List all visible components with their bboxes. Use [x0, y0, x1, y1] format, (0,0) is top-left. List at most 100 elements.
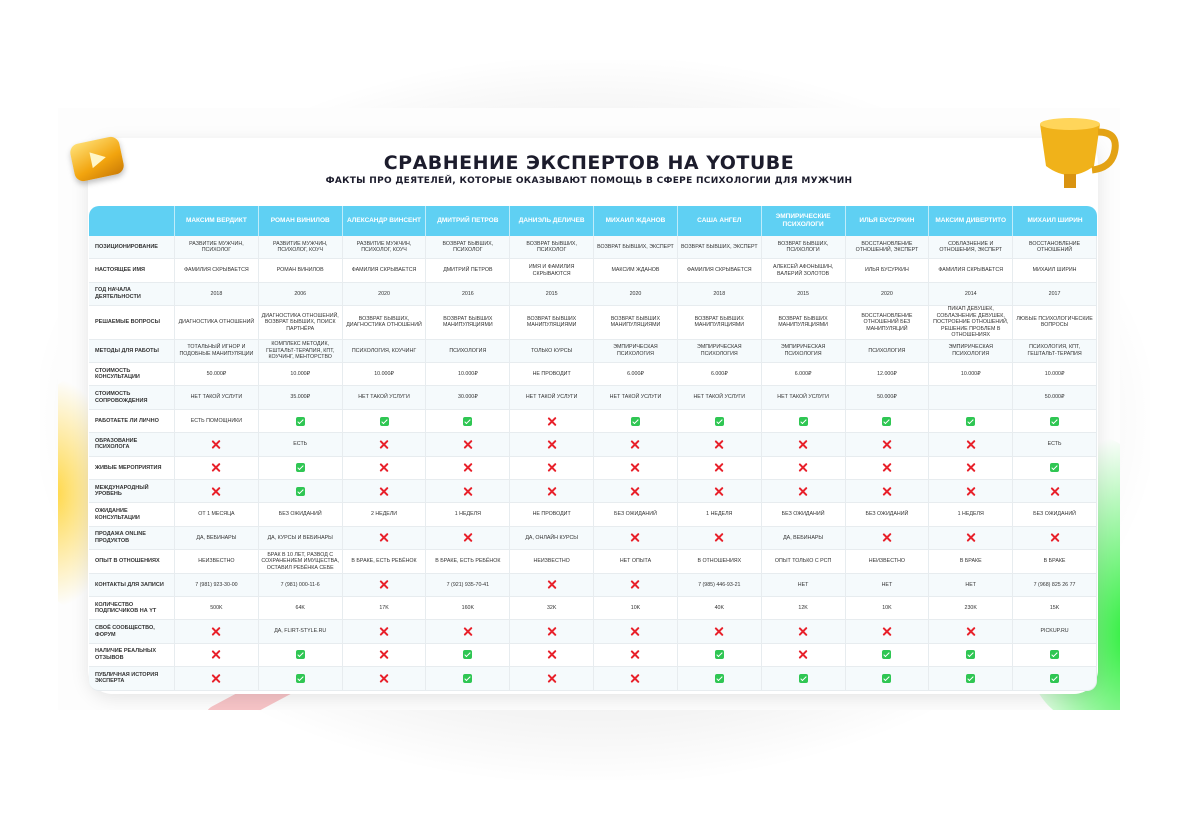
table-row: Продажа online продуктов Да, вебинары Да, … — [89, 526, 1097, 551]
table-cell: Пикап девушек, соблазнение девушек, пост… — [929, 306, 1014, 340]
cross-icon — [380, 674, 389, 683]
table-cell: 2 недели — [342, 503, 427, 527]
cross-cell — [510, 456, 595, 481]
check-cell — [1013, 643, 1097, 668]
table-cell: От 1 месяца — [175, 503, 259, 527]
expert-column-header: Даниэль Деличев — [510, 206, 595, 236]
cross-icon — [715, 627, 724, 636]
table-cell: Есть — [1013, 433, 1097, 457]
table-cell: Илья Бусуркин — [845, 259, 930, 283]
table-row: Контакты для записи 7 (981) 923-30-00 7 (9… — [89, 573, 1097, 597]
table-cell: Возврат бывших, диагностика отношений — [342, 306, 427, 340]
table-cell: Эмпирическая психология — [761, 339, 846, 364]
table-cell: Неизвестно — [175, 550, 259, 574]
table-cell: Эмпирическая психология — [594, 339, 678, 364]
row-label: Своё сообщество, форум — [89, 620, 175, 644]
table-cell: 6.000₽ — [594, 363, 678, 387]
table-cell: 10.000₽ — [258, 363, 343, 387]
cross-cell — [594, 643, 678, 668]
row-label: Количество подписчиков на YT — [89, 596, 175, 621]
table-cell: 2020 — [342, 282, 427, 307]
table-cell: 500K — [175, 596, 259, 621]
check-cell — [929, 667, 1014, 691]
table-cell: Брак в 10 лет, развод с сохранением имущ… — [258, 550, 343, 574]
cross-icon — [882, 627, 891, 636]
table-cell: 17K — [342, 596, 427, 621]
row-label: Стоимость консультации — [89, 363, 175, 387]
cross-cell — [845, 480, 930, 504]
table-cell: Опыт только с РСП — [761, 550, 846, 574]
expert-column-header: Максим Дивертито — [929, 206, 1014, 236]
cross-icon — [966, 533, 975, 542]
check-icon — [379, 416, 389, 426]
cross-icon — [631, 463, 640, 472]
cross-cell — [594, 433, 678, 457]
table-cell: Любые психологические вопросы — [1013, 306, 1097, 340]
table-cell: 10.000₽ — [342, 363, 427, 387]
page-title: СРАВНЕНИЕ ЭКСПЕРТОВ НА YOTUBE — [383, 152, 795, 174]
table-cell: Нет — [761, 573, 846, 597]
table-cell: Эмпирическая психология — [677, 339, 762, 364]
cross-icon — [799, 650, 808, 659]
table-cell: 7 (968) 825 26 77 — [1013, 573, 1097, 597]
check-cell — [761, 409, 846, 434]
cross-icon — [631, 580, 640, 589]
cross-icon — [715, 440, 724, 449]
expert-column-header: Михаил Ширин — [1013, 206, 1097, 236]
cross-cell — [175, 643, 259, 668]
table-row: Работаете ли лично Есть помощники — [89, 409, 1097, 434]
table-cell: 2014 — [929, 282, 1014, 307]
table-cell: 12.000₽ — [845, 363, 930, 387]
table-row: Ожидание консультации От 1 месяца Без ожид… — [89, 503, 1097, 527]
table-cell: Алексей Афонышин, Валерий Золотов — [761, 259, 846, 283]
check-icon — [1050, 650, 1060, 660]
table-cell: Возврат бывших, психолог — [426, 236, 511, 260]
table-cell: Фамилия скрывается — [677, 259, 762, 283]
cross-cell — [426, 620, 511, 644]
table-cell: Возврат бывших манипуляциями — [677, 306, 762, 340]
table-cell: 6.000₽ — [677, 363, 762, 387]
cross-icon — [631, 533, 640, 542]
table-cell: Роман Винилов — [258, 259, 343, 283]
table-cell: Нет опыта — [594, 550, 678, 574]
cross-cell — [175, 456, 259, 481]
table-cell: pickup.ru — [1013, 620, 1097, 644]
row-label: Стоимость сопровождения — [89, 386, 175, 410]
cross-cell — [761, 433, 846, 457]
row-label: Работаете ли лично — [89, 409, 175, 434]
table-cell: 35.000₽ — [258, 386, 343, 410]
check-cell — [677, 643, 762, 668]
cross-icon — [380, 580, 389, 589]
table-cell: Диагностика отношений, возврат бывших, п… — [258, 306, 343, 340]
check-icon — [798, 673, 808, 683]
table-row: Количество подписчиков на YT 500K 64K 17K 16… — [89, 596, 1097, 621]
table-row: Настоящее имя Фамилия скрывается Роман Вин… — [89, 259, 1097, 283]
table-cell: 12K — [761, 596, 846, 621]
check-icon — [295, 416, 305, 426]
table-row: Живые мероприятия — [89, 456, 1097, 481]
table-cell: Не проводит — [510, 503, 595, 527]
table-cell: Да, курсы и вебинары — [258, 526, 343, 551]
table-cell: Без ожиданий — [594, 503, 678, 527]
table-cell: 64K — [258, 596, 343, 621]
header-corner — [89, 206, 175, 236]
cross-cell — [594, 573, 678, 597]
cross-icon — [882, 440, 891, 449]
table-cell: Возврат бывших, эксперт — [677, 236, 762, 260]
table-cell: 2018 — [175, 282, 259, 307]
cross-icon — [715, 533, 724, 542]
table-cell: Да, онлайн курсы — [510, 526, 595, 551]
table-cell: 10.000₽ — [426, 363, 511, 387]
row-label: Наличие реальных отзывов — [89, 643, 175, 668]
cross-icon — [380, 650, 389, 659]
cross-cell — [1013, 480, 1097, 504]
cross-cell — [426, 526, 511, 551]
cross-cell — [342, 433, 427, 457]
table-cell: Неизвестно — [510, 550, 595, 574]
check-icon — [463, 673, 473, 683]
table-cell: Нет такой услуги — [342, 386, 427, 410]
cross-icon — [547, 440, 556, 449]
check-cell — [258, 409, 343, 434]
expert-column-header: Эмпирические психологи — [761, 206, 846, 236]
cross-cell — [426, 480, 511, 504]
